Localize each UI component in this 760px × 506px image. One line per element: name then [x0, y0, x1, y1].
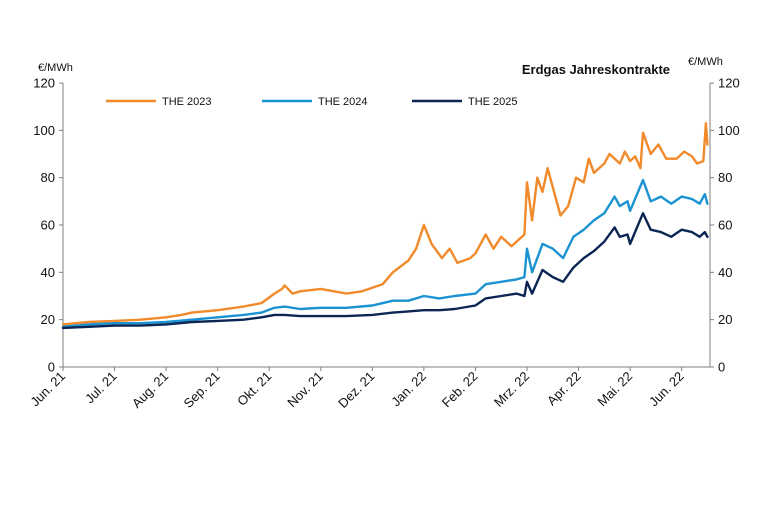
x-tick-label: Dez. 21 — [335, 369, 377, 411]
x-tick-label: Mrz. 22 — [491, 369, 532, 410]
y-tick-label-right: 60 — [718, 218, 732, 233]
x-tick-label: Okt. 21 — [234, 369, 274, 409]
y-axis-unit-right: €/MWh — [688, 56, 723, 68]
legend-label-the-2023: THE 2023 — [162, 96, 212, 108]
y-tick-label-right: 40 — [718, 265, 732, 280]
series-line-the-2024 — [61, 178, 709, 328]
series-line-the-2025 — [61, 212, 709, 330]
y-tick-label-left: 80 — [41, 170, 55, 185]
y-tick-label-left: 60 — [41, 218, 55, 233]
chart-title: Erdgas Jahreskontrakte — [522, 62, 670, 77]
y-tick-label-left: 0 — [48, 360, 55, 375]
x-tick-label: Nov. 21 — [284, 369, 326, 411]
x-tick-label: Aug. 21 — [129, 369, 171, 411]
y-tick-label-right: 20 — [718, 312, 732, 327]
x-tick-label: Jun. 22 — [646, 369, 687, 410]
y-tick-label-left: 120 — [33, 76, 55, 91]
y-tick-label-left: 100 — [33, 123, 55, 138]
legend-label-the-2024: THE 2024 — [318, 96, 368, 108]
y-tick-label-right: 80 — [718, 170, 732, 185]
y-tick-label-right: 100 — [718, 123, 740, 138]
legend-label-the-2025: THE 2025 — [468, 96, 518, 108]
x-tick-label: Sep. 21 — [180, 369, 222, 411]
x-tick-label: Jan. 22 — [388, 369, 429, 410]
x-tick-label: Apr. 22 — [544, 369, 584, 409]
x-tick-label: Feb. 22 — [439, 369, 481, 411]
y-tick-label-right: 0 — [718, 360, 725, 375]
y-axis-unit-left: €/MWh — [38, 62, 73, 74]
y-tick-label-right: 120 — [718, 76, 740, 91]
y-tick-label-left: 40 — [41, 265, 55, 280]
series-line-the-2023 — [61, 122, 709, 326]
x-tick-label: Jul. 21 — [82, 369, 120, 407]
x-tick-label: Jun. 21 — [27, 369, 68, 410]
y-tick-label-left: 20 — [41, 312, 55, 327]
x-tick-label: Mai. 22 — [594, 369, 635, 410]
